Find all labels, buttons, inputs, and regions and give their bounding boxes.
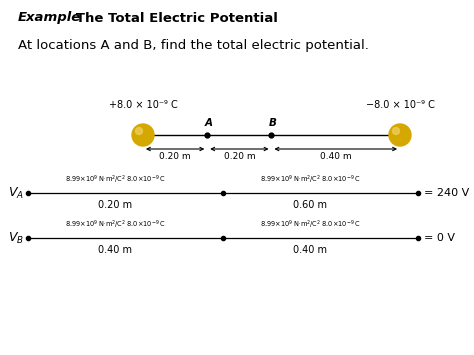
Text: $V_B$: $V_B$: [8, 230, 24, 246]
Text: = 0 V: = 0 V: [424, 233, 455, 243]
Text: The Total Electric Potential: The Total Electric Potential: [62, 11, 278, 24]
Text: $V_A$: $V_A$: [8, 185, 24, 201]
Text: $8.99{\times}10^9\,\mathrm{N{\cdot}m^2/C^2}$$\;8.0{\times}10^{-9}\,\mathrm{C}$: $8.99{\times}10^9\,\mathrm{N{\cdot}m^2/C…: [65, 219, 166, 231]
Text: 0.40 m: 0.40 m: [99, 245, 133, 255]
Text: 0.20 m: 0.20 m: [159, 152, 191, 161]
Text: B: B: [269, 118, 276, 128]
Text: 0.20 m: 0.20 m: [224, 152, 255, 161]
Text: = 240 V: = 240 V: [424, 188, 469, 198]
Text: At locations A and B, find the total electric potential.: At locations A and B, find the total ele…: [18, 39, 369, 53]
Text: −8.0 × 10⁻⁹ C: −8.0 × 10⁻⁹ C: [365, 100, 435, 110]
Text: 0.40 m: 0.40 m: [320, 152, 352, 161]
Text: $8.99{\times}10^9\,\mathrm{N{\cdot}m^2/C^2}$$\;8.0{\times}10^{-9}\,\mathrm{C}$: $8.99{\times}10^9\,\mathrm{N{\cdot}m^2/C…: [260, 174, 361, 186]
Text: 0.40 m: 0.40 m: [293, 245, 328, 255]
Circle shape: [392, 127, 400, 135]
Text: +8.0 × 10⁻⁹ C: +8.0 × 10⁻⁹ C: [109, 100, 177, 110]
Text: 0.20 m: 0.20 m: [99, 200, 133, 210]
Text: $8.99{\times}10^9\,\mathrm{N{\cdot}m^2/C^2}$$\;8.0{\times}10^{-9}\,\mathrm{C}$: $8.99{\times}10^9\,\mathrm{N{\cdot}m^2/C…: [260, 219, 361, 231]
Circle shape: [389, 124, 411, 146]
Text: A: A: [204, 118, 212, 128]
Text: Example: Example: [18, 11, 81, 24]
Text: $8.99{\times}10^9\,\mathrm{N{\cdot}m^2/C^2}$$\;8.0{\times}10^{-9}\,\mathrm{C}$: $8.99{\times}10^9\,\mathrm{N{\cdot}m^2/C…: [65, 174, 166, 186]
Text: 0.60 m: 0.60 m: [293, 200, 328, 210]
Circle shape: [132, 124, 154, 146]
Circle shape: [136, 127, 143, 135]
